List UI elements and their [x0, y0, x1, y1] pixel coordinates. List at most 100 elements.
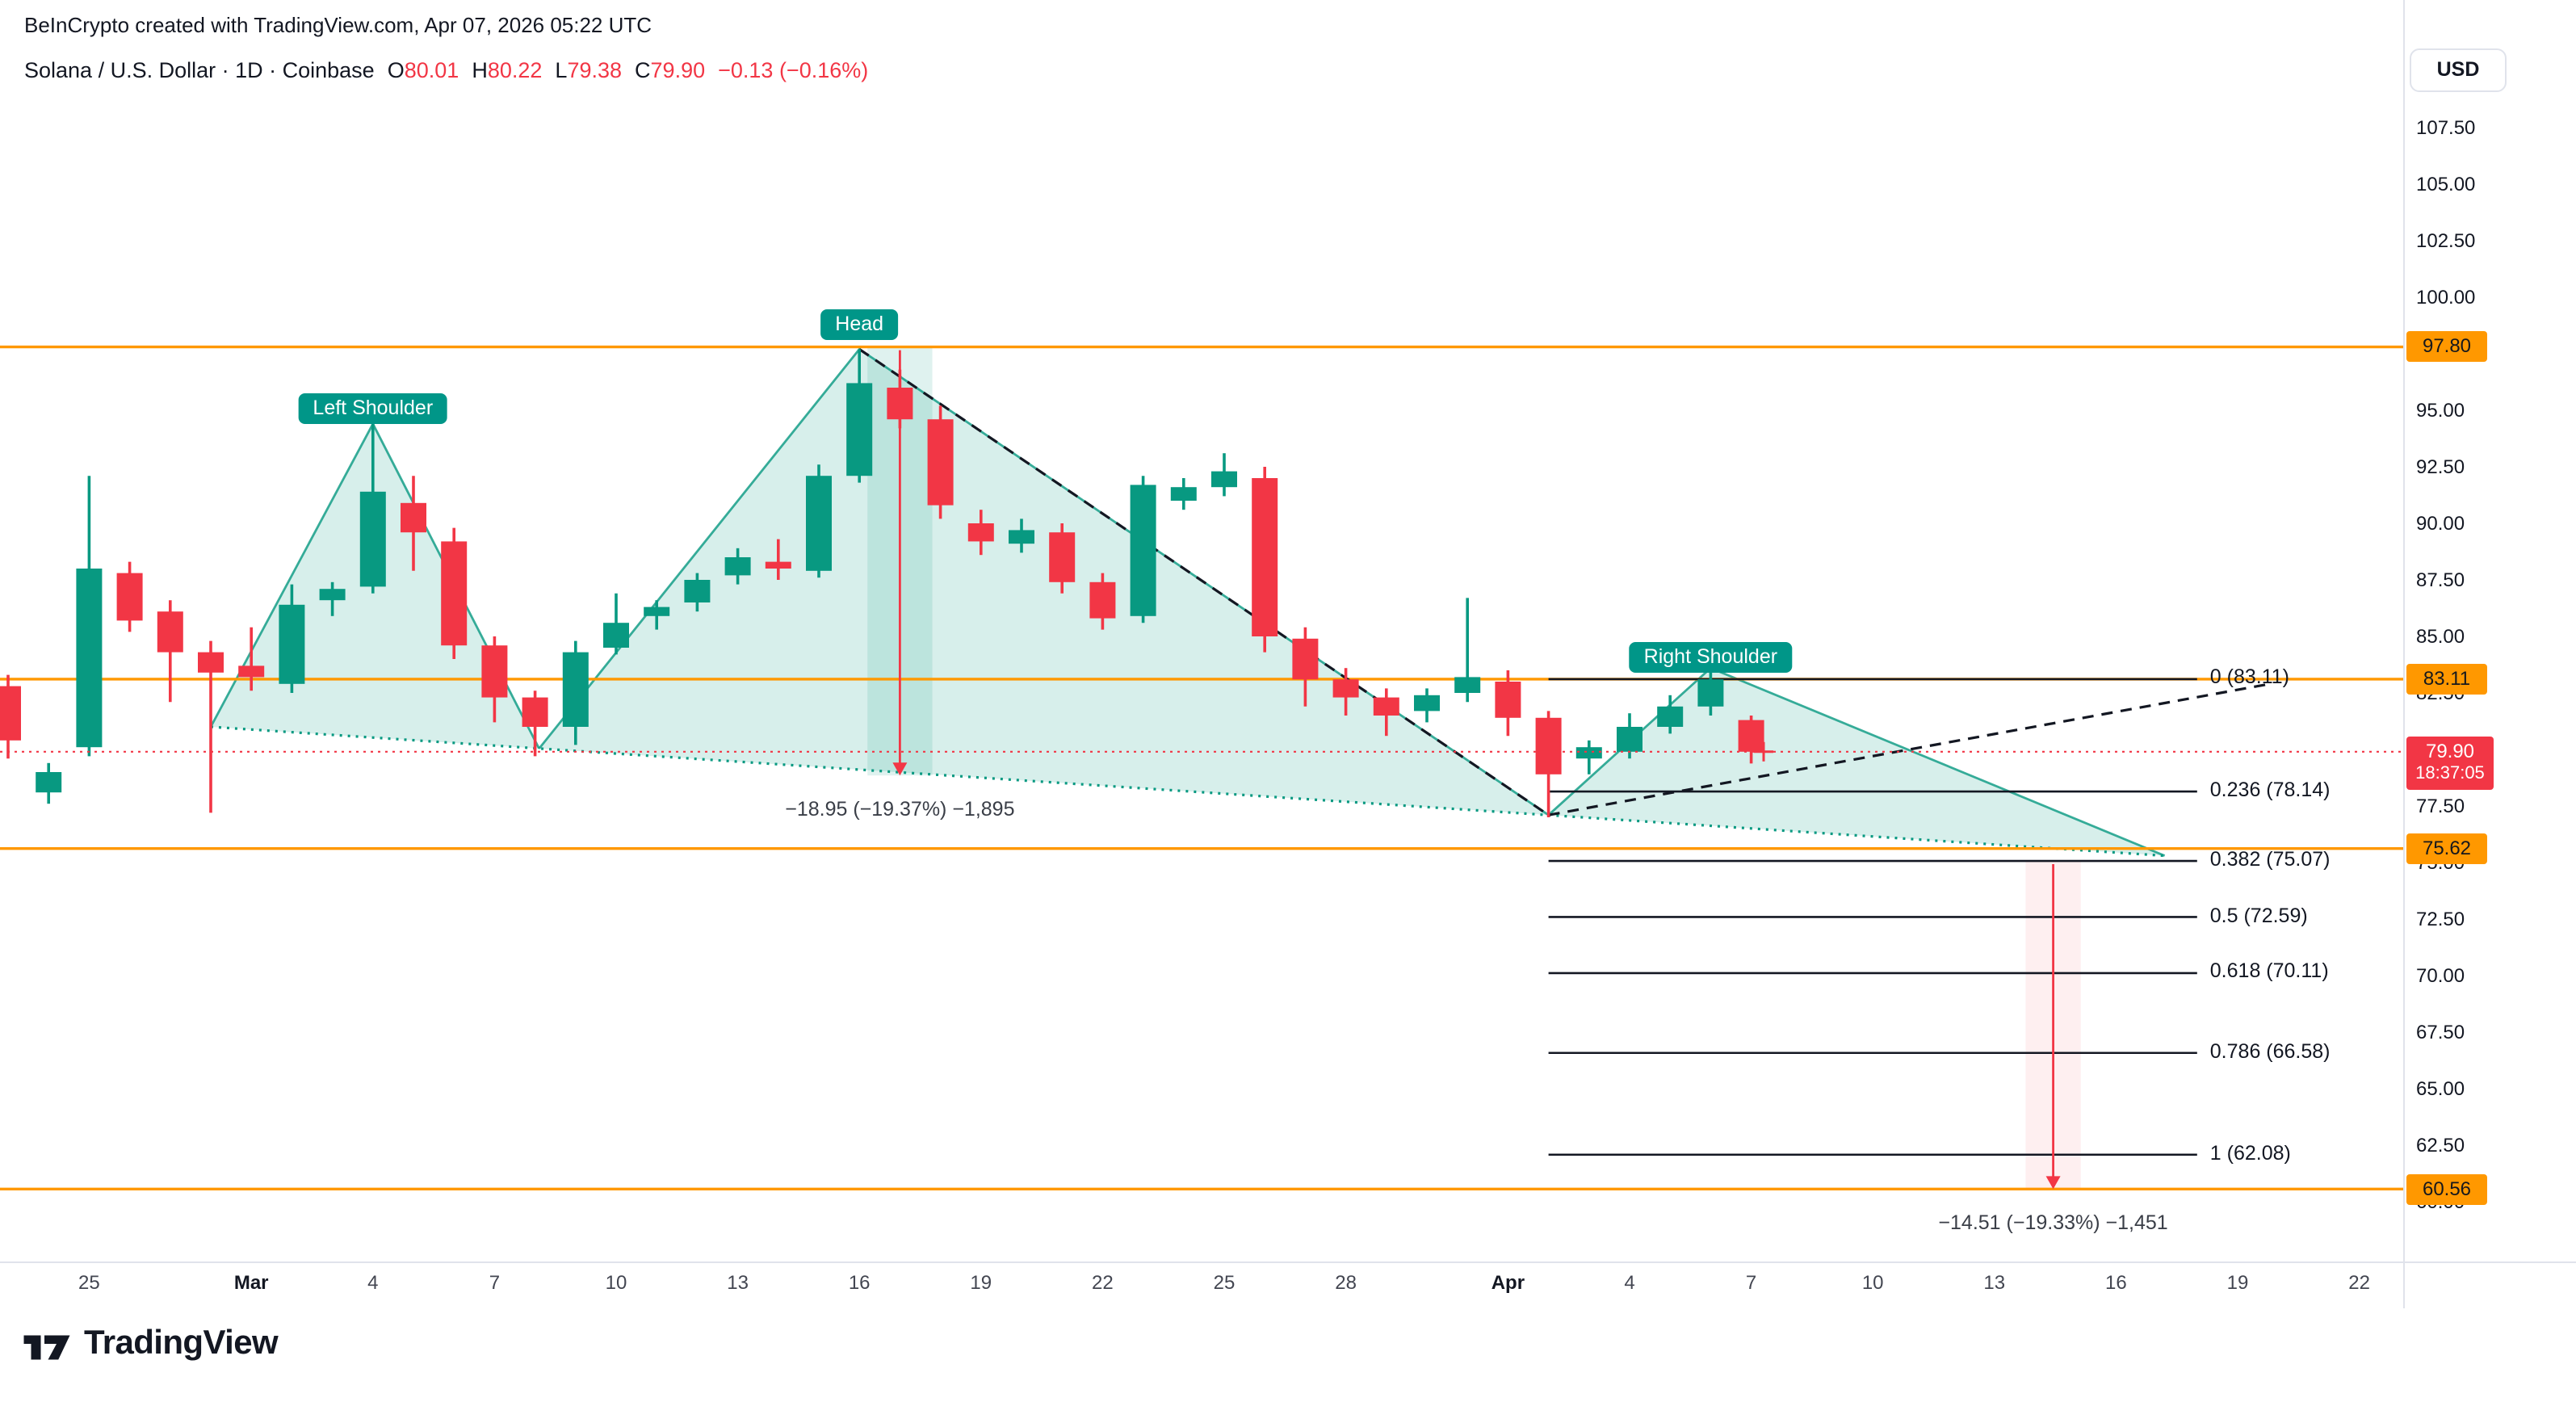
fib-level-label[interactable]: 0.382 (75.07) — [2209, 848, 2331, 871]
time-tick: 10 — [1861, 1271, 1884, 1294]
candle-body — [1738, 720, 1764, 752]
ohlc-value: 79.90 — [650, 58, 706, 82]
candle-body — [401, 502, 426, 533]
countdown-timer: 18:37:05 — [2415, 764, 2485, 784]
ohlc-key: C — [635, 58, 651, 82]
measure-label: −18.95 (−19.37%) −1,895 — [785, 798, 1015, 821]
time-tick: Apr — [1491, 1271, 1525, 1294]
price-tick: 77.50 — [2416, 795, 2465, 817]
pattern-label-head[interactable]: Head — [820, 309, 899, 340]
candle-body — [1009, 530, 1034, 544]
pattern-label-left-shoulder[interactable]: Left Shoulder — [298, 392, 448, 424]
symbol-title[interactable]: Solana / U.S. Dollar · 1D · Coinbase — [24, 58, 375, 82]
candle-body — [198, 652, 224, 673]
ohlc-value: 80.01 — [404, 58, 459, 82]
fib-level-label[interactable]: 1 (62.08) — [2209, 1141, 2291, 1165]
price-tick: 107.50 — [2416, 116, 2476, 139]
fib-level-label[interactable]: 0 (83.11) — [2209, 665, 2289, 689]
candle-body — [1332, 679, 1359, 698]
candle-body — [644, 607, 670, 616]
price-tick: 85.00 — [2416, 625, 2465, 648]
candle-body — [1454, 677, 1481, 693]
ohlc-key: O — [387, 58, 405, 82]
fib-level-label[interactable]: 0.786 (66.58) — [2209, 1039, 2331, 1063]
candle-body — [967, 523, 994, 542]
price-tick: 95.00 — [2416, 399, 2465, 422]
pattern-label-right-shoulder[interactable]: Right Shoulder — [1629, 641, 1793, 673]
time-tick: 16 — [848, 1271, 871, 1294]
candle-body — [1211, 471, 1237, 488]
time-tick: 19 — [2226, 1271, 2249, 1294]
time-tick: Mar — [233, 1271, 269, 1294]
price-line-badge: 75.62 — [2406, 833, 2487, 864]
candle-body — [1575, 747, 1602, 759]
ohlc-key: H — [472, 58, 488, 82]
candle-body — [1170, 487, 1197, 501]
time-tick: 13 — [1983, 1271, 2006, 1294]
candle-body — [279, 604, 305, 684]
measure-arrow-head — [892, 762, 908, 776]
candle-body — [1697, 679, 1724, 707]
time-tick: 19 — [970, 1271, 992, 1294]
current-price-badge: 79.90 18:37:05 — [2406, 737, 2494, 791]
candle-body — [1617, 727, 1643, 752]
candle-body — [846, 383, 873, 476]
candle-body — [319, 589, 346, 601]
candle-body — [359, 491, 386, 587]
change-value: −0.13 (−0.16%) — [718, 58, 869, 82]
time-tick: 7 — [489, 1271, 501, 1294]
symbol-legend: Solana / U.S. Dollar · 1D · Coinbase O80.… — [24, 58, 868, 82]
candle-body — [36, 772, 62, 793]
time-tick: 7 — [1745, 1271, 1757, 1294]
ohlc-values: O80.01 H80.22 L79.38 C79.90 — [375, 58, 705, 82]
candle-body — [1252, 478, 1278, 636]
time-axis-divider — [0, 1261, 2576, 1263]
price-line-badge: 97.80 — [2406, 331, 2487, 363]
price-tick: 67.50 — [2416, 1021, 2465, 1043]
candle-body — [1130, 485, 1156, 616]
candle-body — [1414, 695, 1440, 712]
candle-body — [1292, 638, 1319, 680]
time-tick: 10 — [605, 1271, 627, 1294]
ohlc-value: 80.22 — [487, 58, 543, 82]
fib-level-label[interactable]: 0.618 (70.11) — [2209, 959, 2329, 983]
candle-body — [441, 541, 468, 646]
fib-level-label[interactable]: 0.5 (72.59) — [2209, 904, 2308, 927]
pattern-fill — [539, 349, 1549, 816]
time-tick: 4 — [1624, 1271, 1635, 1294]
ohlc-key: L — [555, 58, 568, 82]
price-tick: 92.50 — [2416, 455, 2465, 478]
candle-body — [481, 645, 508, 698]
price-tick: 90.00 — [2416, 512, 2465, 535]
currency-button[interactable]: USD — [2410, 48, 2507, 92]
pattern-neckline[interactable] — [210, 725, 2165, 858]
candle-body — [1535, 717, 1562, 774]
time-tick: 22 — [2348, 1271, 2370, 1294]
tradingview-logo-icon — [23, 1335, 70, 1360]
price-tick: 62.50 — [2416, 1134, 2465, 1156]
price-line-badge: 60.56 — [2406, 1173, 2487, 1205]
measure-arrow-head — [2045, 1176, 2061, 1190]
candle-body — [116, 573, 143, 621]
candle-body — [806, 476, 832, 571]
time-tick: 13 — [727, 1271, 749, 1294]
fib-level-label[interactable]: 0.236 (78.14) — [2209, 779, 2331, 802]
candle-body — [1373, 697, 1399, 716]
measure-label: −14.51 (−19.33%) −1,451 — [1938, 1211, 2168, 1235]
candle-body — [1657, 706, 1684, 727]
trendline[interactable] — [1548, 682, 2271, 816]
price-tick: 100.00 — [2416, 286, 2476, 309]
trendline[interactable] — [858, 348, 1550, 816]
price-tick: 65.00 — [2416, 1077, 2465, 1100]
tradingview-logo[interactable]: TradingView — [23, 1324, 279, 1363]
ohlc-value: 79.38 — [567, 58, 623, 82]
candle-body — [1089, 581, 1116, 619]
candle-body — [684, 580, 711, 602]
time-tick: 28 — [1335, 1271, 1357, 1294]
time-tick: 25 — [1213, 1271, 1236, 1294]
candle-body — [157, 611, 183, 653]
candle-body — [603, 623, 629, 648]
price-tick: 87.50 — [2416, 569, 2465, 591]
